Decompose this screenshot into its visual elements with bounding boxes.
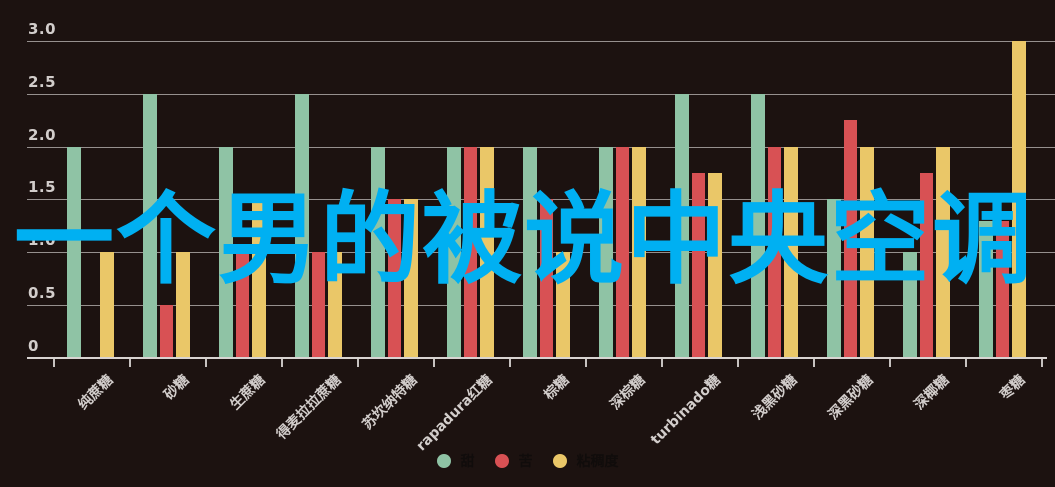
- x-category-label-深棕糖: 深棕糖: [606, 372, 648, 414]
- x-category-label-苏坎纳特糖: 苏坎纳特糖: [359, 372, 420, 433]
- bar-甜-得麦拉拉蔗糖: [295, 93, 309, 359]
- x-axis-tick: [281, 359, 283, 367]
- chart-legend: 甜 苦 粘稠度: [0, 451, 1055, 471]
- bar-粘稠度-枣糖: [1012, 40, 1026, 358]
- bar-苦-棕糖: [539, 199, 553, 358]
- x-axis-tick: [433, 359, 435, 367]
- x-axis-tick: [53, 359, 55, 367]
- y-axis-tick-label: 0: [28, 337, 39, 355]
- bar-苦-rapadura红糖: [463, 146, 477, 358]
- bar-粘稠度-纯蔗糖: [100, 252, 114, 358]
- bar-粘稠度-棕糖: [556, 252, 570, 358]
- bar-甜-纯蔗糖: [67, 146, 81, 358]
- x-category-label-生蔗糖: 生蔗糖: [226, 372, 268, 414]
- gridline-y-2.0: [27, 146, 1055, 148]
- bar-甜-苏坎纳特糖: [371, 146, 385, 358]
- y-axis-tick-label: 0.5: [28, 284, 57, 303]
- bar-甜-生蔗糖: [219, 146, 233, 358]
- x-category-label-rapadura红糖: rapadura红糖: [413, 372, 496, 455]
- gridline-y-3.0: [27, 40, 1055, 42]
- bar-粘稠度-生蔗糖: [252, 199, 266, 358]
- x-category-label-棕糖: 棕糖: [540, 372, 572, 404]
- x-category-label-枣糖: 枣糖: [996, 372, 1028, 404]
- x-axis-tick: [965, 359, 967, 367]
- bar-粘稠度-rapadura红糖: [480, 146, 494, 358]
- x-category-label-浅黑砂糖: 浅黑砂糖: [749, 372, 800, 424]
- bar-粘稠度-深椰糖: [936, 146, 950, 358]
- bar-苦-深椰糖: [919, 173, 933, 358]
- x-axis-line: [27, 357, 1047, 359]
- bar-甜-深椰糖: [903, 252, 917, 358]
- bar-甜-深棕糖: [599, 146, 613, 358]
- bar-苦-苏坎纳特糖: [387, 199, 401, 358]
- legend-swatch-icon: [494, 454, 509, 468]
- bar-苦-枣糖: [995, 220, 1009, 358]
- x-axis-tick: [205, 359, 207, 367]
- bar-粘稠度-深棕糖: [632, 146, 646, 358]
- watermark-overlay-text: 一个男的被说中央空调: [14, 181, 1034, 298]
- bar-甜-turbinado糖: [675, 93, 689, 359]
- bar-甜-棕糖: [523, 146, 537, 358]
- bar-粘稠度-浅黑砂糖: [784, 146, 798, 358]
- bar-粘稠度-turbinado糖: [708, 173, 722, 358]
- legend-item-甜[interactable]: 甜: [436, 451, 475, 471]
- x-axis-tick: [813, 359, 815, 367]
- x-axis-tick: [661, 359, 663, 367]
- bar-苦-浅黑砂糖: [767, 146, 781, 358]
- y-axis-tick-label: 3.0: [28, 19, 57, 38]
- y-axis-tick-label: 1.0: [28, 231, 57, 250]
- x-category-label-turbinado糖: turbinado糖: [647, 372, 724, 449]
- x-axis-tick: [1041, 359, 1043, 367]
- bar-苦-砂糖: [159, 305, 173, 358]
- bar-粘稠度-苏坎纳特糖: [404, 199, 418, 358]
- y-axis-tick-label: 1.5: [28, 178, 57, 197]
- legend-swatch-icon: [436, 454, 451, 468]
- bar-苦-深黑砂糖: [843, 120, 857, 358]
- bar-甜-浅黑砂糖: [751, 93, 765, 359]
- x-category-label-砂糖: 砂糖: [160, 372, 192, 404]
- y-axis-tick-label: 2.0: [28, 125, 57, 144]
- x-axis-tick: [509, 359, 511, 367]
- y-axis-tick-label: 2.5: [28, 72, 57, 91]
- bar-粘稠度-深黑砂糖: [860, 146, 874, 358]
- bar-苦-turbinado糖: [691, 173, 705, 358]
- bar-甜-深黑砂糖: [827, 199, 841, 358]
- x-axis-tick: [129, 359, 131, 367]
- bar-甜-枣糖: [979, 220, 993, 358]
- bar-甜-砂糖: [143, 93, 157, 359]
- x-axis-tick: [357, 359, 359, 367]
- legend-label: 甜: [460, 454, 475, 470]
- x-axis-tick: [737, 359, 739, 367]
- bar-粘稠度-砂糖: [176, 252, 190, 358]
- bar-粘稠度-得麦拉拉蔗糖: [328, 252, 342, 358]
- x-axis-tick: [585, 359, 587, 367]
- x-category-label-得麦拉拉蔗糖: 得麦拉拉蔗糖: [273, 372, 344, 443]
- legend-label: 苦: [518, 454, 533, 470]
- bar-甜-rapadura红糖: [447, 146, 461, 358]
- bar-苦-得麦拉拉蔗糖: [311, 252, 325, 358]
- x-category-label-深椰糖: 深椰糖: [910, 372, 952, 414]
- legend-item-粘稠度[interactable]: 粘稠度: [552, 451, 619, 471]
- gridline-y-2.5: [27, 93, 1055, 95]
- x-category-label-纯蔗糖: 纯蔗糖: [74, 372, 116, 414]
- bar-苦-深棕糖: [615, 146, 629, 358]
- legend-label: 粘稠度: [576, 454, 619, 470]
- bar-苦-生蔗糖: [235, 252, 249, 358]
- x-category-label-深黑砂糖: 深黑砂糖: [825, 372, 876, 424]
- legend-item-苦[interactable]: 苦: [494, 451, 533, 471]
- legend-swatch-icon: [552, 454, 567, 468]
- x-axis-tick: [889, 359, 891, 367]
